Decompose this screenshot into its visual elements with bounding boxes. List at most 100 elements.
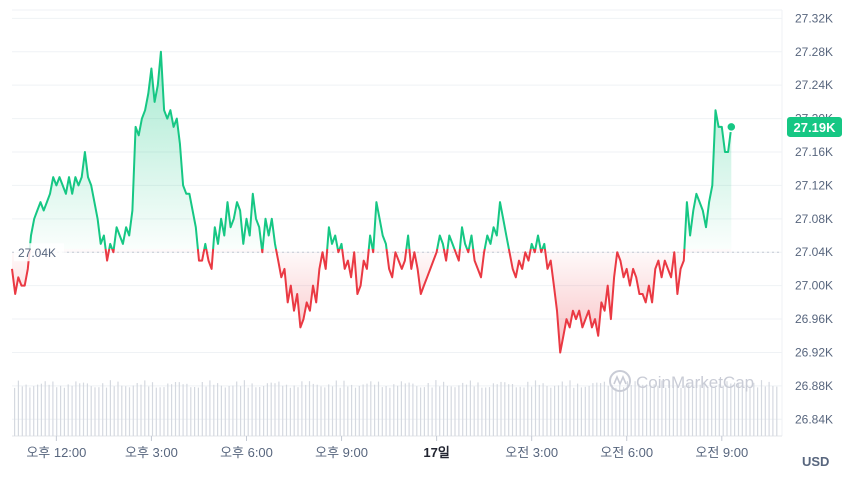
- volume-bar: [370, 381, 372, 436]
- volume-bar: [393, 384, 395, 436]
- volume-bar: [416, 386, 418, 436]
- volume-bar: [699, 384, 701, 436]
- volume-bar: [615, 387, 617, 436]
- volume-bar: [397, 385, 399, 436]
- volume-bar: [251, 383, 253, 436]
- volume-bar: [155, 387, 157, 436]
- volume-bar: [228, 386, 230, 436]
- volume-bar: [270, 382, 272, 436]
- volume-bar: [52, 381, 54, 436]
- volume-bar: [201, 382, 203, 436]
- volume-bar: [278, 381, 280, 436]
- volume-bar: [408, 382, 410, 436]
- volume-bar: [462, 382, 464, 436]
- volume-bar: [741, 386, 743, 436]
- volume-bar: [768, 381, 770, 436]
- volume-bar: [190, 387, 192, 436]
- volume-bar: [29, 387, 31, 436]
- volume-bar: [623, 387, 625, 436]
- volume-bar: [102, 383, 104, 436]
- volume-bar: [113, 386, 115, 436]
- volume-bar: [343, 380, 345, 436]
- x-tick-label: 오후 12:00: [26, 445, 86, 460]
- volume-bar: [121, 385, 123, 436]
- volume-bar: [82, 382, 85, 436]
- volume-bar: [515, 387, 517, 436]
- volume-bar: [263, 386, 265, 436]
- volume-bar: [569, 380, 571, 436]
- volume-bar: [194, 387, 196, 436]
- volume-bar: [151, 382, 154, 436]
- volume-bar: [588, 385, 590, 436]
- volume-bar: [584, 386, 586, 436]
- volume-bar: [14, 387, 16, 436]
- volume-bar: [163, 387, 165, 436]
- volume-bar: [232, 385, 234, 436]
- volume-bar: [125, 386, 127, 436]
- volume-bar: [542, 383, 544, 436]
- watermark-text: CoinMarketCap: [636, 373, 754, 392]
- volume-bar: [220, 385, 222, 436]
- volume-bar: [178, 382, 180, 436]
- svg-text:27.04K: 27.04K: [18, 246, 56, 260]
- volume-bar: [331, 386, 334, 436]
- volume-bar: [105, 387, 108, 436]
- y-tick-label: 27.28K: [795, 45, 833, 59]
- price-line-down: [11, 249, 686, 354]
- x-tick-label: 오후 3:00: [125, 445, 178, 460]
- volume-bar: [473, 386, 475, 436]
- volume-bar: [79, 383, 81, 436]
- price-lines: 27.04K: [11, 50, 782, 354]
- volume-bar: [136, 383, 138, 436]
- volume-bar: [40, 383, 42, 436]
- volume-bar: [132, 385, 134, 436]
- baseline-label: 27.04K: [14, 243, 64, 262]
- volume-bar: [757, 387, 759, 436]
- volume-bar: [481, 387, 483, 436]
- volume-bar: [730, 383, 732, 436]
- volume-bar: [646, 386, 648, 436]
- volume-bar: [465, 384, 468, 436]
- volume-bar: [527, 381, 529, 436]
- volume-bar: [224, 387, 226, 436]
- axes: 27.32K27.28K27.24K27.20K27.16K27.12K27.0…: [26, 11, 842, 460]
- volume-bar: [550, 387, 552, 436]
- volume-bar: [128, 387, 131, 436]
- volume-bar: [485, 387, 487, 436]
- volume-bar: [308, 381, 311, 436]
- volume-bar: [714, 387, 717, 436]
- volume-bar: [722, 385, 724, 436]
- volume-bar: [776, 386, 778, 436]
- volume-bar: [33, 386, 35, 436]
- volume-bar: [443, 381, 445, 436]
- volume-bar: [642, 384, 644, 436]
- x-tick-label: 오후 9:00: [315, 445, 368, 460]
- volume-bar: [519, 386, 521, 436]
- volume-bar: [247, 387, 249, 436]
- y-tick-label: 27.04K: [795, 245, 833, 259]
- volume-bar: [492, 383, 494, 436]
- volume-bar: [760, 380, 763, 436]
- volume-bar: [37, 384, 39, 436]
- y-tick-label: 27.24K: [795, 78, 833, 92]
- volume-bar: [772, 386, 774, 436]
- volume-bar: [381, 387, 383, 436]
- volume-bar: [596, 382, 598, 436]
- volume-bar: [745, 387, 747, 436]
- volume-bar: [48, 384, 50, 436]
- volume-bar: [439, 386, 441, 436]
- volume-bar: [285, 384, 288, 436]
- volume-bar: [389, 387, 391, 436]
- volume-bar: [366, 383, 368, 436]
- volume-bar: [534, 380, 537, 436]
- volume-bar: [469, 380, 471, 436]
- coinmarketcap-logo-icon: [609, 370, 631, 392]
- volume-bar: [255, 387, 257, 436]
- volume-bar: [328, 384, 330, 436]
- volume-bar: [316, 384, 318, 436]
- volume-bar: [347, 386, 349, 436]
- volume-bar: [565, 386, 567, 436]
- volume-bar: [44, 381, 46, 436]
- volume-bar: [477, 382, 479, 436]
- volume-bar: [718, 384, 720, 436]
